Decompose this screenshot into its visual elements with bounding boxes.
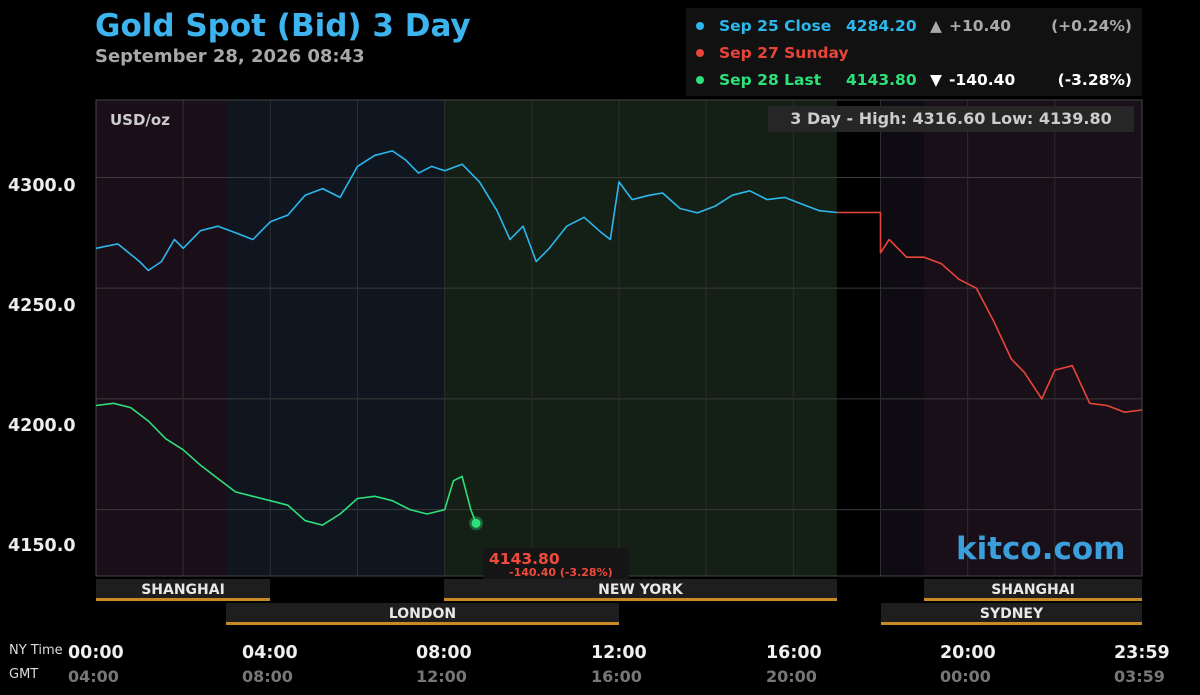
session-shanghai-2: SHANGHAI [924, 579, 1142, 601]
y-tick-label: 4250.0 [8, 296, 76, 316]
legend-change: -140.40 [949, 71, 1016, 89]
legend-item-sunday: Sep 27 Sunday [686, 40, 1142, 66]
session-shade-sydney [880, 100, 925, 576]
last-price-value: 4143.80 [489, 550, 560, 568]
x-tick-gmt: 20:00 [766, 667, 817, 686]
y-tick-label: 4150.0 [8, 536, 76, 556]
session-shade-closed [836, 100, 881, 576]
legend-percent: (+0.24%) [1051, 17, 1132, 35]
legend-label: Sep 28 Last [719, 71, 822, 89]
legend-value: 4143.80 [846, 71, 917, 89]
series-line-1 [836, 211, 1143, 414]
high-low-readout: 3 Day - High: 4316.60 Low: 4139.80 [768, 106, 1134, 132]
kitco-watermark: kitco.com [956, 531, 1126, 567]
x-tick-gmt: 03:59 [1114, 667, 1165, 686]
last-price-box [483, 548, 629, 580]
legend-dot-icon [696, 22, 704, 30]
session-new-york: NEW YORK [444, 579, 837, 601]
y-tick-label: 4300.0 [8, 176, 76, 196]
session-london: LONDON [226, 603, 619, 625]
x-tick-ny: 00:00 [68, 643, 124, 663]
x-tick-gmt: 08:00 [242, 667, 293, 686]
legend-dot-icon [696, 76, 704, 84]
legend-label: Sep 25 Close [719, 17, 832, 35]
up-arrow-icon: ▲ [930, 17, 942, 35]
session-shade-london [226, 100, 445, 576]
legend-item-last: Sep 28 Last 4143.80 ▼ -140.40 (-3.28%) [686, 67, 1142, 93]
session-shanghai: SHANGHAI [96, 579, 270, 601]
x-tick-gmt: 16:00 [591, 667, 642, 686]
session-shade-asia [96, 100, 227, 576]
down-arrow-icon: ▼ [930, 71, 942, 89]
session-shade-newyork [444, 100, 837, 576]
x-tick-ny: 04:00 [242, 643, 298, 663]
unit-label: USD/oz [110, 111, 170, 129]
y-tick-label: 4200.0 [8, 416, 76, 436]
x-tick-ny: 23:59 [1114, 643, 1170, 663]
x-tick-ny: 20:00 [940, 643, 996, 663]
x-tick-ny: 12:00 [591, 643, 647, 663]
legend: Sep 25 Close 4284.20 ▲ +10.40 (+0.24%) S… [686, 8, 1142, 96]
legend-item-close: Sep 25 Close 4284.20 ▲ +10.40 (+0.24%) [686, 13, 1142, 39]
x-tick-ny: 08:00 [416, 643, 472, 663]
session-shade-asia-2 [924, 100, 1142, 576]
series-line-2 [95, 402, 477, 526]
ny-time-label: NY Time [9, 643, 63, 658]
legend-change: +10.40 [949, 17, 1012, 35]
x-tick-gmt: 04:00 [68, 667, 119, 686]
legend-percent: (-3.28%) [1057, 71, 1132, 89]
last-point-marker [471, 518, 481, 528]
x-tick-gmt: 00:00 [940, 667, 991, 686]
x-tick-gmt: 12:00 [416, 667, 467, 686]
session-sydney: SYDNEY [881, 603, 1142, 625]
gmt-label: GMT [9, 667, 39, 682]
legend-label: Sep 27 Sunday [719, 44, 849, 62]
last-price-change: -140.40 (-3.28%) [509, 566, 613, 579]
legend-dot-icon [696, 49, 704, 57]
x-tick-ny: 16:00 [766, 643, 822, 663]
chart-title: Gold Spot (Bid) 3 Day [95, 8, 471, 44]
series-line-0 [95, 150, 837, 272]
legend-value: 4284.20 [846, 17, 917, 35]
chart-timestamp: September 28, 2026 08:43 [95, 46, 365, 67]
